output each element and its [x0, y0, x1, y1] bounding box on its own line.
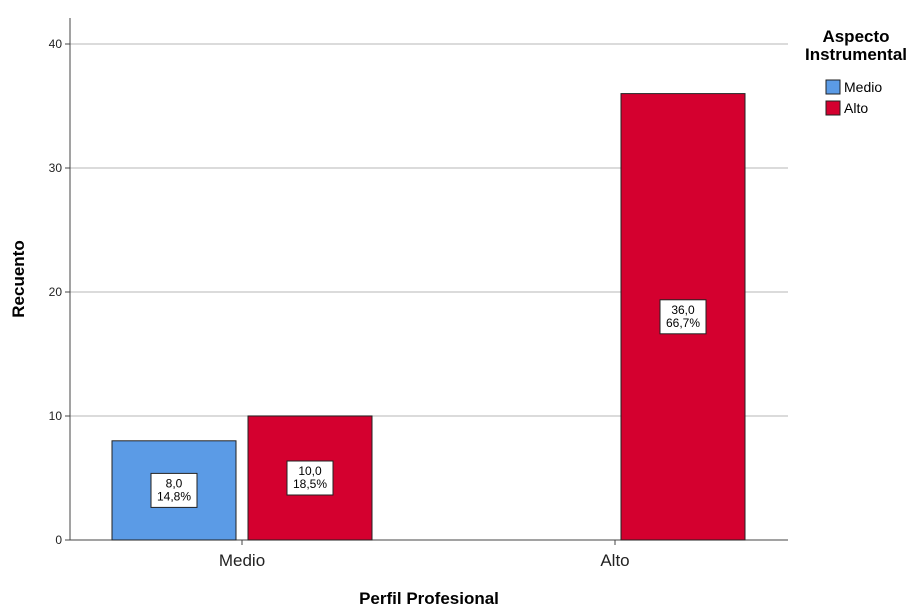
- y-axis-title: Recuento: [9, 240, 28, 317]
- data-label-box: [659, 299, 707, 335]
- y-tick-label: 20: [49, 285, 63, 299]
- y-tick-label: 30: [49, 161, 63, 175]
- data-label-box: [286, 460, 334, 496]
- legend-swatch: [825, 100, 841, 116]
- data-label: 18,5%: [293, 477, 327, 491]
- x-axis-title: Perfil Profesional: [359, 589, 499, 607]
- y-tick-label: 10: [49, 409, 63, 423]
- data-label: 66,7%: [666, 316, 700, 330]
- y-tick-label: 40: [49, 37, 63, 51]
- legend-title: Aspecto: [822, 27, 889, 46]
- legend-label: Medio: [844, 79, 882, 95]
- legend-title: Instrumental: [805, 45, 907, 64]
- legend-swatch: [825, 79, 841, 95]
- x-tick-label: Alto: [600, 551, 629, 570]
- data-label-box: [150, 472, 198, 508]
- data-label: 8,0: [166, 476, 183, 490]
- x-tick-label: Medio: [219, 551, 265, 570]
- data-label: 10,0: [298, 464, 322, 478]
- data-label: 36,0: [671, 303, 695, 317]
- y-tick-label: 0: [55, 533, 62, 547]
- data-label: 14,8%: [157, 489, 191, 503]
- legend-label: Alto: [844, 100, 868, 116]
